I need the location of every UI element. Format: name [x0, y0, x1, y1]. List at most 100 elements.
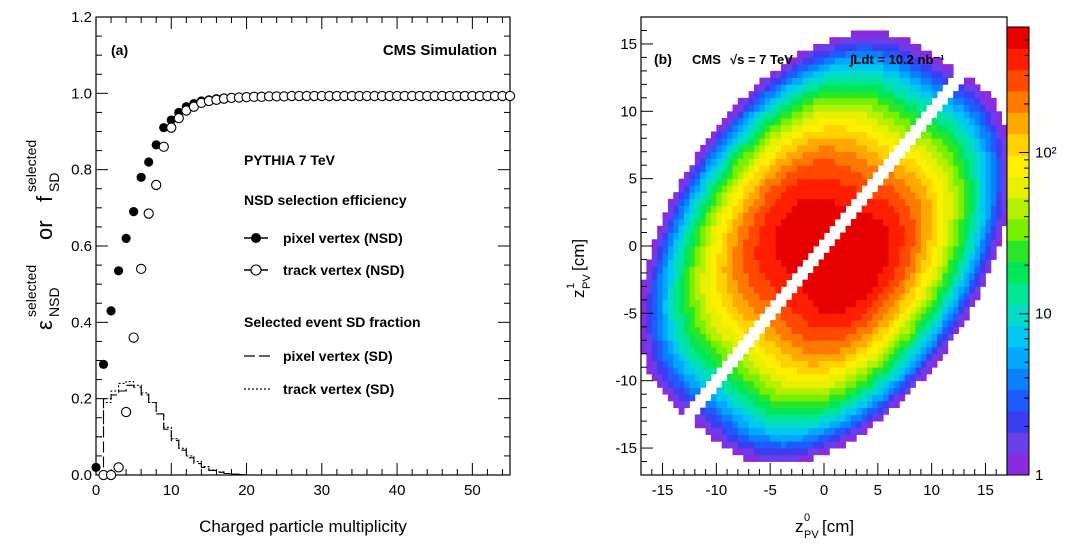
heatmap-cell	[861, 239, 868, 247]
heatmap-cell	[872, 367, 879, 375]
heatmap-cell	[700, 158, 706, 166]
heatmap-cell	[689, 266, 696, 274]
heatmap-cell	[947, 306, 954, 314]
heatmap-cell	[764, 124, 771, 132]
colorbar-tick-label: 1	[1035, 467, 1043, 484]
heatmap-cell	[915, 219, 922, 227]
heatmap-cell	[974, 286, 981, 294]
heatmap-cell	[915, 198, 922, 206]
heatmap-cell	[958, 91, 965, 99]
heatmap-cell	[807, 293, 814, 301]
heatmap-cell	[963, 272, 970, 281]
heatmap-cell	[937, 272, 943, 281]
heatmap-cell	[673, 219, 680, 227]
heatmap-cell	[807, 239, 814, 247]
heatmap-cell	[845, 434, 852, 442]
heatmap-cell	[856, 124, 863, 132]
heatmap-cell	[845, 225, 852, 233]
heatmap-cell	[754, 340, 760, 348]
heatmap-cell	[953, 313, 959, 321]
heatmap-cell	[770, 272, 776, 281]
heatmap-cell	[840, 198, 846, 206]
colorbar-band	[1007, 432, 1029, 455]
heatmap-cell	[775, 279, 782, 287]
heatmap-cell	[743, 387, 750, 395]
heatmap-cell	[963, 299, 970, 308]
heatmap-cell	[764, 279, 771, 287]
heatmap-cell	[759, 171, 766, 180]
heatmap-cell	[888, 192, 895, 200]
heatmap-cell	[775, 441, 782, 449]
heatmap-cell	[754, 232, 760, 240]
heatmap-cell	[985, 198, 992, 206]
panel-a-x-ticks: 0 10 20 30 40 50	[92, 17, 503, 499]
heatmap-cell	[947, 246, 954, 254]
heatmap-cell	[974, 259, 981, 267]
heatmap-cell	[786, 212, 793, 220]
heatmap-cell	[829, 131, 836, 139]
heatmap-cell	[840, 77, 846, 85]
heatmap-cell	[727, 111, 733, 119]
heatmap-cell	[963, 259, 970, 267]
heatmap-cell	[953, 178, 959, 186]
heatmap-cell	[727, 320, 733, 328]
heatmap-cell	[764, 373, 771, 382]
panel-b-x-ticks: -15 -10 -5 0 5 10 15	[651, 463, 997, 499]
heatmap-cell	[807, 347, 814, 355]
heatmap-cell	[705, 347, 712, 355]
heatmap-cell	[883, 272, 889, 281]
heatmap-cell	[829, 306, 836, 314]
heatmap-cell	[780, 326, 787, 334]
heatmap-cell	[893, 104, 900, 112]
heatmap-cell	[883, 373, 889, 382]
heatmap-cell	[694, 286, 701, 294]
heatmap-cell	[899, 373, 906, 382]
heatmap-cell	[797, 380, 803, 388]
heatmap-cell	[807, 111, 814, 119]
heatmap-cell	[980, 118, 986, 126]
heatmap-cell	[872, 340, 879, 348]
heatmap-cell	[834, 272, 841, 281]
heatmap-cell	[883, 91, 889, 99]
heatmap-cell	[904, 97, 911, 105]
heatmap-cell	[807, 421, 814, 429]
heatmap-cell	[867, 144, 873, 153]
x-tick-label: 30	[313, 482, 330, 499]
heatmap-cell	[694, 192, 701, 200]
heatmap-cell	[651, 333, 658, 341]
heatmap-cell	[861, 171, 868, 180]
x-tick-label: 50	[464, 482, 481, 499]
heatmap-cell	[877, 380, 884, 388]
heatmap-cell	[727, 259, 733, 267]
heatmap-cell	[780, 198, 787, 206]
panel-b-cms-label: CMS	[692, 52, 721, 67]
heatmap-cell	[845, 232, 852, 240]
heatmap-cell	[867, 279, 873, 287]
heatmap-cell	[721, 272, 728, 281]
heatmap-cell	[963, 232, 970, 240]
heatmap-cell	[684, 225, 690, 233]
heatmap-cell	[872, 104, 879, 112]
heatmap-cell	[845, 407, 852, 415]
heatmap-cell	[953, 246, 959, 254]
heatmap-cell	[845, 313, 852, 321]
heatmap-cell	[845, 178, 852, 186]
heatmap-cell	[845, 158, 852, 166]
heatmap-cell	[931, 225, 938, 233]
heatmap-cell	[861, 259, 868, 267]
heatmap-cell	[662, 340, 669, 348]
heatmap-cell	[710, 400, 717, 409]
heatmap-cell	[700, 272, 706, 281]
heatmap-cell	[727, 158, 733, 166]
panel-a-marks	[91, 90, 516, 481]
heatmap-cell	[667, 353, 674, 361]
heatmap-cell	[716, 279, 723, 287]
heatmap-cell	[770, 178, 776, 186]
heatmap-cell	[1001, 158, 1007, 166]
heatmap-cell	[710, 151, 717, 159]
heatmap-cell	[845, 252, 852, 260]
heatmap-cell	[840, 394, 846, 402]
heatmap-cell	[721, 144, 728, 153]
heatmap-cell	[764, 400, 771, 409]
heatmap-cell	[893, 77, 900, 85]
